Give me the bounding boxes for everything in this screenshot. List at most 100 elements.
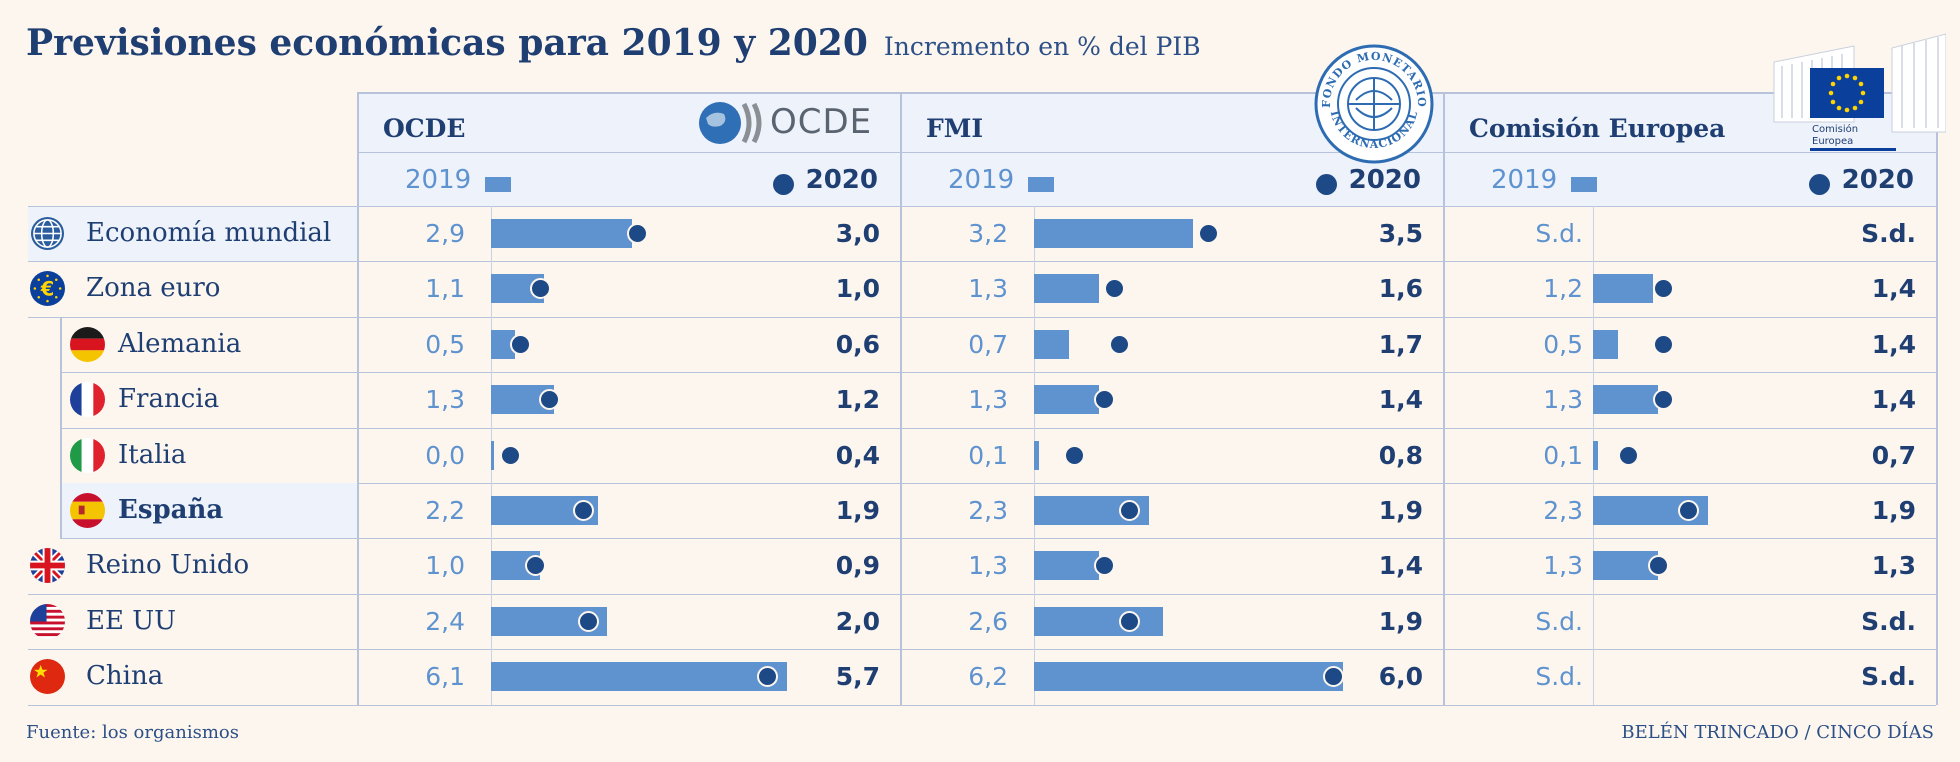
legend-2019-label: 2019 — [948, 165, 1015, 195]
ocde-logo: OCDE — [698, 100, 883, 146]
legend-2019-label: 2019 — [1491, 165, 1558, 195]
value-2020: S.d. — [1861, 219, 1916, 248]
value-2020: 5,7 — [835, 662, 880, 692]
bar-2019 — [1593, 440, 1598, 470]
china-flag-icon — [30, 659, 65, 695]
panel-name: OCDE — [383, 114, 466, 143]
country-row-8: China — [28, 649, 357, 704]
bar-2019 — [1034, 551, 1099, 581]
country-name: China — [86, 661, 164, 692]
value-2020: 1,4 — [1871, 385, 1916, 415]
value-2020: 3,0 — [835, 219, 880, 248]
uk-flag-icon — [30, 548, 65, 584]
credit-note: BELÉN TRINCADO / CINCO DÍAS — [1621, 722, 1934, 743]
value-2020: 1,7 — [1378, 329, 1423, 359]
legend-2019-swatch — [485, 177, 511, 192]
country-row-2: Alemania — [60, 317, 357, 372]
dot-2020 — [1652, 278, 1674, 300]
row-separator — [60, 372, 1936, 374]
bar-2019 — [491, 440, 494, 470]
source-note: Fuente: los organismos — [26, 722, 239, 743]
value-2019: 2,6 — [968, 606, 1008, 636]
dot-2020 — [578, 610, 599, 632]
value-2020: 3,5 — [1378, 219, 1423, 248]
value-2019: 1,3 — [1543, 385, 1583, 415]
country-name: EE UU — [86, 605, 177, 636]
dot-2020 — [1093, 555, 1115, 577]
svg-text:€: € — [40, 278, 55, 301]
value-2020: 1,2 — [835, 385, 880, 415]
row-separator — [28, 593, 1936, 595]
value-2020: S.d. — [1861, 606, 1916, 636]
legend-2020-label: 2020 — [1348, 165, 1421, 195]
row-separator — [60, 483, 1936, 484]
chart-title: Previsiones económicas para 2019 y 2020 — [26, 22, 868, 64]
dot-2020 — [510, 333, 532, 355]
value-2019: 1,3 — [425, 385, 465, 415]
imf-seal-icon: FONDO MONETARIO INTERNACIONAL — [1314, 44, 1434, 164]
chart-subtitle: Incremento en % del PIB — [883, 32, 1201, 61]
value-2020: 0,4 — [835, 440, 880, 470]
country-row-0: Economía mundial — [28, 206, 357, 261]
ocde-logo-text: OCDE — [770, 102, 873, 142]
value-2020: 2,0 — [835, 606, 880, 636]
value-2019: 2,3 — [1543, 496, 1583, 525]
country-row-4: Italia — [60, 428, 357, 483]
row-separator — [28, 316, 1936, 318]
row-separator — [28, 261, 1936, 263]
value-2020: 6,0 — [1378, 662, 1423, 692]
country-row-1: € Zona euro — [28, 261, 357, 316]
panel-divider — [900, 92, 902, 705]
dot-2020 — [1103, 278, 1125, 300]
dot-2020 — [1677, 500, 1699, 521]
value-2019: 1,0 — [425, 551, 465, 581]
value-2019: S.d. — [1535, 219, 1583, 248]
legend-2020-dot — [1809, 174, 1830, 195]
panel-divider — [1443, 92, 1445, 705]
value-2019: 2,3 — [968, 496, 1008, 525]
bar-2019 — [1593, 274, 1653, 304]
globe-icon — [30, 216, 65, 251]
spain-flag-icon — [70, 493, 105, 528]
france-flag-icon — [70, 382, 105, 418]
dot-2020 — [529, 278, 551, 300]
value-2019: 0,1 — [1543, 440, 1583, 470]
dot-2020 — [1322, 666, 1344, 688]
germany-flag-icon — [70, 326, 105, 362]
legend-2020-label: 2020 — [1841, 165, 1914, 195]
dot-2020 — [1063, 444, 1085, 466]
value-2019: 6,2 — [968, 662, 1008, 692]
value-2019: 1,3 — [968, 385, 1008, 415]
country-row-3: Francia — [60, 372, 357, 427]
value-2019: 0,0 — [425, 440, 465, 470]
dot-2020 — [539, 389, 561, 411]
bar-2019 — [1593, 385, 1658, 415]
value-2020: 1,9 — [1378, 496, 1423, 525]
country-row-6: Reino Unido — [28, 538, 357, 593]
value-2019: 1,3 — [1543, 551, 1583, 581]
value-2020: 1,6 — [1378, 274, 1423, 304]
bar-2019 — [1034, 440, 1039, 470]
italy-flag-icon — [70, 437, 105, 473]
dot-2020 — [1198, 223, 1220, 244]
dot-2020 — [626, 223, 648, 244]
value-2020: 0,9 — [835, 551, 880, 581]
value-2020: 0,7 — [1871, 440, 1916, 470]
bar-2019 — [1034, 385, 1099, 415]
value-2019: 0,5 — [425, 329, 465, 359]
country-name: Alemania — [118, 328, 242, 359]
dot-2020 — [1652, 333, 1674, 355]
legend-2020-label: 2020 — [805, 165, 878, 195]
panel-name: FMI — [926, 114, 984, 143]
value-2019: 1,1 — [425, 274, 465, 304]
ec-logo-text-2: Europea — [1812, 136, 1853, 147]
row-separator — [28, 649, 1936, 651]
value-2019: 3,2 — [968, 219, 1008, 248]
value-2020: 1,9 — [1378, 606, 1423, 636]
dot-2020 — [757, 666, 779, 688]
value-2020: 0,6 — [835, 329, 880, 359]
country-name: Reino Unido — [86, 550, 250, 581]
bar-2019 — [1034, 606, 1164, 636]
year-legend: 2019 2020 — [900, 152, 1443, 206]
value-2019: 6,1 — [425, 662, 465, 692]
